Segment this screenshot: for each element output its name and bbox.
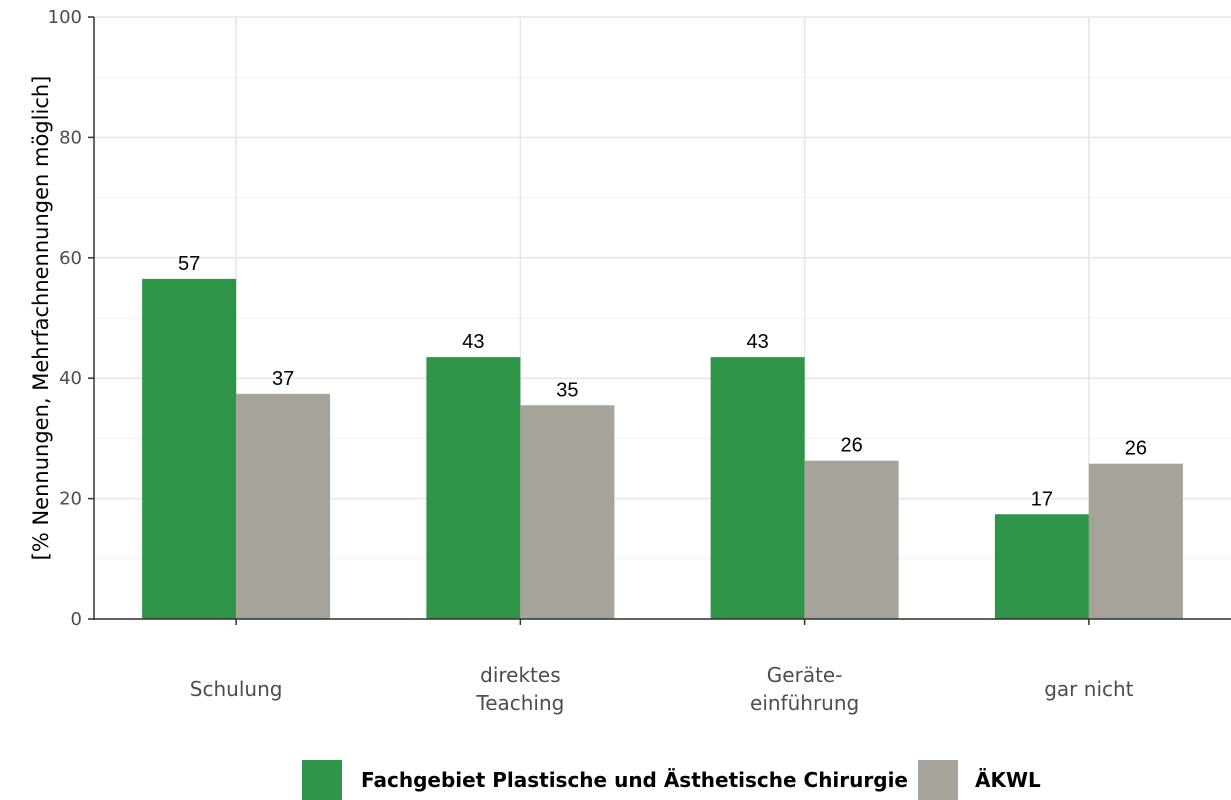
- x-tick-label: Teaching: [475, 691, 564, 715]
- bar-value-label: 26: [841, 435, 863, 457]
- legend-key-1: [302, 760, 342, 800]
- x-tick-label: einführung: [750, 691, 859, 715]
- bar-value-label: 57: [178, 253, 200, 275]
- bar-series-2: [236, 393, 331, 619]
- bar-value-label: 43: [747, 331, 769, 353]
- x-axis-ticks: Schulung direktes Teaching Geräte-einführun…: [190, 619, 1134, 715]
- axes: [93, 17, 1231, 620]
- y-tick-label: 100: [48, 7, 82, 28]
- bar-value-label: 35: [556, 379, 578, 401]
- bar-value-label: 37: [272, 368, 294, 390]
- y-tick-label: 60: [59, 248, 82, 269]
- value-labels: 57 43 43 17 37 35 26 26: [178, 253, 1147, 510]
- y-tick-label: 40: [59, 368, 82, 389]
- bar-series-1: [994, 514, 1089, 619]
- bar-series-2: [520, 405, 615, 619]
- x-tick-label: Schulung: [190, 677, 283, 701]
- bar-value-label: 26: [1125, 438, 1147, 460]
- legend-label-1: Fachgebiet Plastische und Ästhetische Ch…: [361, 768, 908, 792]
- legend: Fachgebiet Plastische und Ästhetische Ch…: [302, 760, 1041, 800]
- y-axis-label: [% Nennungen, Mehrfachnennungen möglich]: [29, 76, 53, 561]
- y-tick-label: 20: [59, 489, 82, 510]
- bar-value-label: 43: [462, 331, 484, 353]
- x-tick-label: Geräte-: [767, 663, 843, 687]
- bar-series-2: [1088, 463, 1183, 619]
- bar-series-1: [142, 278, 237, 619]
- bar-series-1: [426, 357, 521, 619]
- bar-series-2: [804, 460, 899, 619]
- bar-series-1: [710, 357, 805, 619]
- x-tick-label: direktes: [480, 663, 561, 687]
- x-tick-label: gar nicht: [1044, 677, 1133, 701]
- y-axis-ticks: 0 20 40 60 80 100: [48, 7, 94, 630]
- y-tick-label: 80: [59, 127, 82, 148]
- bars: [142, 278, 1183, 619]
- y-tick-label: 0: [71, 609, 82, 630]
- bar-value-label: 17: [1031, 488, 1053, 510]
- legend-label-2: ÄKWL: [975, 768, 1041, 792]
- legend-key-2: [918, 760, 958, 800]
